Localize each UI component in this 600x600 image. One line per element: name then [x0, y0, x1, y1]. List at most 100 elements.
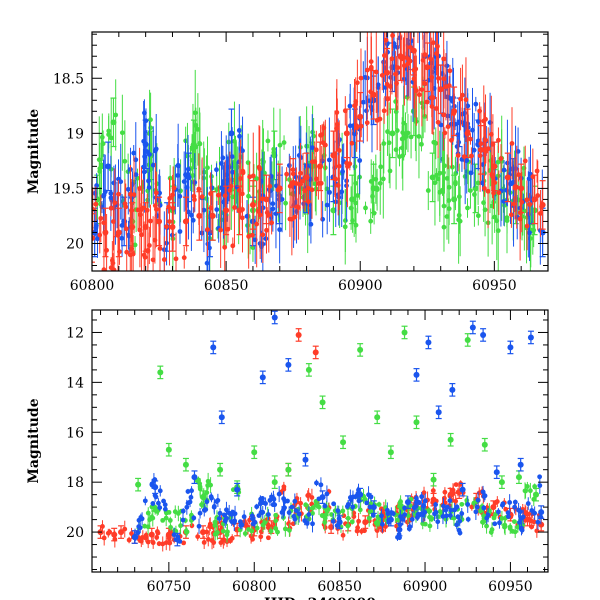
data-point [524, 516, 531, 523]
data-point [416, 134, 422, 139]
data-point [448, 507, 454, 513]
data-point [133, 172, 139, 178]
data-point [139, 232, 144, 238]
data-point [190, 141, 197, 148]
data-point [445, 124, 451, 130]
data-point [271, 496, 277, 502]
data-point [442, 130, 448, 136]
data-point [355, 193, 361, 198]
data-point [211, 504, 217, 510]
data-point [336, 519, 343, 526]
data-point [461, 154, 467, 160]
data-point [142, 254, 148, 260]
top-y-axis-label: Magnitude [26, 109, 42, 194]
data-point [390, 33, 396, 38]
data-point [241, 514, 247, 520]
data-point [232, 511, 238, 517]
data-point [428, 56, 434, 62]
data-point [101, 535, 107, 541]
data-point [205, 227, 210, 232]
data-point [214, 167, 219, 173]
data-point [402, 512, 408, 518]
data-point [118, 179, 124, 185]
data-point [260, 500, 266, 505]
data-point [161, 257, 167, 262]
data-point [411, 76, 417, 82]
data-point [227, 187, 233, 193]
data-point [527, 334, 534, 341]
data-point [204, 260, 210, 266]
data-point [225, 226, 231, 232]
x-tick-label: 60750 [147, 579, 192, 595]
data-point [419, 87, 425, 92]
data-point [254, 176, 260, 182]
data-point [404, 26, 409, 31]
data-point [99, 134, 105, 140]
data-point [111, 219, 116, 224]
data-point [364, 120, 370, 126]
data-point [181, 255, 187, 261]
data-point [429, 174, 436, 181]
data-point [152, 484, 159, 491]
data-point [429, 74, 435, 80]
data-point [441, 170, 446, 176]
data-point [131, 150, 137, 156]
data-point [142, 141, 149, 148]
data-point [162, 502, 168, 508]
data-point [516, 172, 522, 178]
data-point [416, 92, 422, 98]
data-point [267, 183, 273, 189]
data-point [435, 519, 441, 525]
data-point [437, 86, 444, 93]
data-point [105, 530, 111, 536]
data-point [155, 530, 161, 536]
data-point [312, 349, 319, 356]
data-point [424, 99, 430, 105]
data-point [306, 492, 312, 498]
data-point [465, 516, 471, 522]
data-point [508, 212, 514, 218]
bottom-axes-frame [91, 309, 549, 573]
data-point [529, 508, 535, 513]
data-point [115, 229, 122, 236]
data-point [485, 146, 491, 152]
data-point [525, 501, 531, 506]
data-point [522, 488, 528, 494]
data-point [473, 101, 479, 107]
data-point [368, 178, 374, 184]
data-point [319, 132, 325, 138]
data-point [222, 193, 228, 199]
data-point [108, 135, 114, 141]
data-point [249, 232, 255, 238]
data-point [281, 486, 287, 492]
data-point [238, 176, 243, 181]
data-point [300, 178, 306, 184]
data-point [524, 483, 530, 489]
data-point [184, 504, 190, 510]
data-point [260, 232, 266, 238]
data-point [254, 525, 260, 531]
data-point [324, 491, 330, 497]
data-point [309, 495, 315, 500]
data-point [124, 249, 130, 255]
data-point [215, 530, 220, 535]
data-point [330, 207, 337, 214]
data-point [201, 540, 207, 545]
data-point [113, 112, 119, 118]
data-point [534, 168, 540, 174]
data-point [475, 180, 481, 186]
data-point [537, 474, 543, 480]
data-point [153, 206, 159, 212]
data-point [251, 449, 258, 456]
data-point [326, 157, 332, 163]
data-point [440, 187, 445, 193]
data-point [347, 103, 353, 109]
data-point [122, 158, 128, 164]
data-point [170, 205, 176, 211]
data-point [420, 521, 426, 527]
data-point [465, 205, 470, 211]
data-point [269, 220, 275, 226]
data-point [273, 518, 279, 524]
data-point [455, 153, 461, 158]
data-point [407, 524, 413, 530]
